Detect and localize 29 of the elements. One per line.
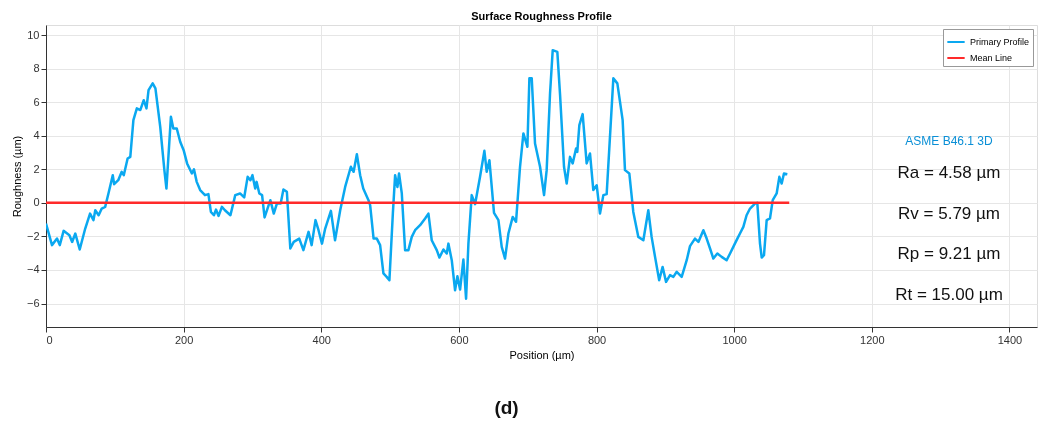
chart-title: Surface Roughness Profile — [471, 10, 612, 22]
annotation: Rp = 9.21 µm — [897, 244, 1001, 264]
x-axis-title: Position (µm) — [509, 348, 575, 361]
x-tick-label: 1000 — [722, 333, 747, 346]
annotation: Rt = 15.00 µm — [895, 284, 1003, 304]
y-tick-label: 6 — [33, 95, 40, 108]
x-tick-label: 0 — [46, 333, 53, 346]
text: (d) — [494, 397, 519, 418]
y-tick-label: −6 — [26, 297, 40, 310]
annotation: Ra = 4.58 µm — [897, 163, 1001, 183]
x-tick-label: 600 — [450, 333, 469, 346]
x-tick-label: 800 — [587, 333, 607, 346]
line-series — [46, 48, 789, 300]
x-tick-label: 1400 — [997, 333, 1023, 346]
y-tick-label: −2 — [26, 229, 40, 242]
annotation: ASME B46.1 3D — [905, 134, 994, 148]
x-tick-label: 200 — [174, 333, 194, 346]
annotation: Rv = 5.79 µm — [898, 203, 1000, 223]
y-tick-label: 10 — [27, 28, 40, 41]
y-axis-title: Roughness (µm) — [10, 135, 23, 218]
legend-label: Primary Profile — [970, 37, 1030, 47]
y-tick-label: 0 — [33, 196, 40, 209]
x-tick-label: 400 — [312, 333, 331, 346]
y-tick-label: 8 — [33, 62, 40, 75]
y-tick-label: 4 — [33, 129, 40, 142]
y-tick-label: 2 — [33, 162, 40, 175]
legend-label: Mean Line — [970, 53, 1013, 63]
x-tick-label: 1200 — [860, 333, 885, 346]
y-tick-label: −4 — [26, 263, 40, 276]
